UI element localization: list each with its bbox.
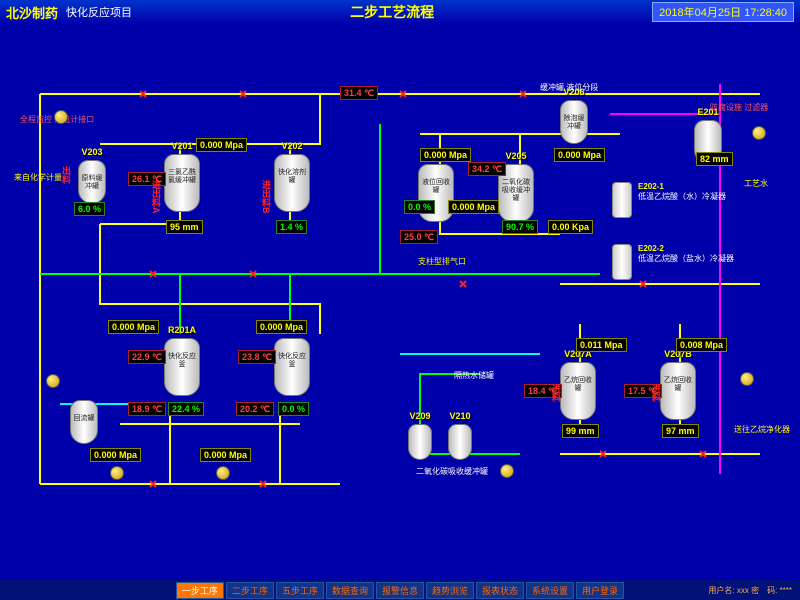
nav-button-6[interactable]: 报表状态 xyxy=(476,582,524,599)
nav-button-5[interactable]: 趋势浏览 xyxy=(426,582,474,599)
pump-6[interactable] xyxy=(500,464,514,478)
readout-r11[interactable]: 90.7 % xyxy=(502,220,538,234)
vlabel-v1: 出料 xyxy=(60,166,73,184)
pump-4[interactable] xyxy=(752,126,766,140)
readout-r4[interactable]: 95 mm xyxy=(166,220,203,234)
company-name: 北沙制药 xyxy=(6,3,58,22)
readout-r12[interactable]: 0.000 Mpa xyxy=(554,148,605,162)
project-name: 快化反应项目 xyxy=(66,4,132,20)
readout-r17[interactable]: 0.000 Mpa xyxy=(256,320,307,334)
readout-r14[interactable]: 25.0 ℃ xyxy=(400,230,438,244)
nav-button-7[interactable]: 系统设置 xyxy=(526,582,574,599)
readout-r27[interactable]: 99 mm xyxy=(562,424,599,438)
vlabel-v2: 进出料A xyxy=(150,180,163,214)
pipe-network xyxy=(0,24,800,580)
vessel-desc: 快化反应釜 xyxy=(275,353,309,369)
vessel-desc: 乙烷回收罐 xyxy=(661,377,695,393)
readout-r10[interactable]: 34.2 ℃ xyxy=(468,162,506,176)
vessel-V206[interactable]: V206除泡缓冲罐 xyxy=(560,100,588,144)
label-l7: 防腐设施 过滤器 xyxy=(710,102,768,113)
label-l9: 工艺水 xyxy=(744,178,768,189)
label-l6: 二氧化碳吸收缓冲罐 xyxy=(416,466,488,477)
readout-r21[interactable]: 20.2 ℃ xyxy=(236,402,274,416)
label-l4: 支柱型排气口 xyxy=(418,256,466,267)
vessel-V207B[interactable]: V207B乙烷回收罐 xyxy=(660,362,696,420)
vessel-V209[interactable]: V209 xyxy=(408,424,432,460)
vlabel-v3: 进出料B xyxy=(260,180,273,214)
vessel-tag: V201 xyxy=(171,141,192,151)
vessel-desc: 三氯乙酰氯缓冲罐 xyxy=(165,169,199,185)
readout-r1[interactable]: 31.4 ℃ xyxy=(340,86,378,100)
vessel-T1[interactable]: 回流罐 xyxy=(70,400,98,444)
user-info: 用户名: xxx 密 码: **** xyxy=(708,586,792,595)
page-title: 二步工艺流程 xyxy=(132,2,652,22)
pump-2[interactable] xyxy=(110,466,124,480)
vessel-V203[interactable]: V203原料缓冲罐 xyxy=(78,160,106,204)
vessel-V210[interactable]: V210 xyxy=(448,424,472,460)
label-l5: 隔热水储罐 xyxy=(454,370,494,381)
nav-footer: 一步工序二步工序五步工序数据查询报警信息趋势浏览报表状态系统设置用户登录 用户名… xyxy=(0,580,800,600)
vessel-R201B[interactable]: R201B快化反应釜 xyxy=(274,338,310,396)
datetime-display: 2018年04月25日 17:28:40 xyxy=(652,2,794,22)
vessel-desc: 液位回收罐 xyxy=(419,179,453,195)
readout-r5[interactable]: 6.0 % xyxy=(74,202,105,216)
readout-r22[interactable]: 0.0 % xyxy=(278,402,309,416)
readout-r30[interactable]: 97 mm xyxy=(662,424,699,438)
vlabel-v5: 进料 xyxy=(650,384,663,402)
pump-1[interactable] xyxy=(46,374,60,388)
vessel-R201A[interactable]: R201A快化反应釜 xyxy=(164,338,200,396)
heatex-E202_2 xyxy=(612,244,632,280)
vessel-desc: 二氧化碳吸收缓冲罐 xyxy=(499,179,533,203)
readout-r7[interactable]: 0.000 Mpa xyxy=(420,148,471,162)
readout-r31[interactable]: 82 mm xyxy=(696,152,733,166)
label-l8: 送往乙烷净化器 xyxy=(734,424,790,435)
nav-button-2[interactable]: 五步工序 xyxy=(276,582,324,599)
nav-button-0[interactable]: 一步工序 xyxy=(176,582,224,599)
vessel-tag: V202 xyxy=(281,141,302,151)
pump-0[interactable] xyxy=(54,110,68,124)
readout-r6[interactable]: 1.4 % xyxy=(276,220,307,234)
readout-r8[interactable]: 0.0 % xyxy=(404,200,435,214)
process-canvas: V201三氯乙酰氯缓冲罐V202快化溶剂罐V203原料缓冲罐V204液位回收罐V… xyxy=(0,24,800,580)
vessel-V202[interactable]: V202快化溶剂罐 xyxy=(274,154,310,212)
heatex-label: E202-2低温乙烷酸（盐水）冷凝器 xyxy=(638,244,728,264)
vessel-desc: 回流罐 xyxy=(71,415,97,423)
readout-r13[interactable]: 0.00 Kpa xyxy=(548,220,593,234)
vessel-desc: 快化反应釜 xyxy=(165,353,199,369)
nav-button-4[interactable]: 报警信息 xyxy=(376,582,424,599)
readout-r28[interactable]: 0.008 Mpa xyxy=(676,338,727,352)
vessel-desc: 除泡缓冲罐 xyxy=(561,115,587,131)
pump-5[interactable] xyxy=(740,372,754,386)
vessel-tag: V209 xyxy=(409,411,430,421)
label-l2: 来自化学计量 xyxy=(14,172,62,183)
vessel-tag: V210 xyxy=(449,411,470,421)
readout-r24[interactable]: 0.000 Mpa xyxy=(200,448,251,462)
label-l3: 缓冲罐 液位分段 xyxy=(540,82,598,93)
readout-r15[interactable]: 0.000 Mpa xyxy=(108,320,159,334)
vessel-tag: V205 xyxy=(505,151,526,161)
readout-r2[interactable]: 0.000 Mpa xyxy=(196,138,247,152)
heatex-E202_1 xyxy=(612,182,632,218)
vessel-V207A[interactable]: V207A乙烷回收罐 xyxy=(560,362,596,420)
vlabel-v4: 进料 xyxy=(550,384,563,402)
readout-r23[interactable]: 0.000 Mpa xyxy=(90,448,141,462)
title-bar: 北沙制药 快化反应项目 二步工艺流程 2018年04月25日 17:28:40 xyxy=(0,0,800,24)
readout-r19[interactable]: 18.9 ℃ xyxy=(128,402,166,416)
vessel-desc: 乙烷回收罐 xyxy=(561,377,595,393)
heatex-label: E202-1低温乙烷酸（水）冷凝器 xyxy=(638,182,728,202)
readout-r20[interactable]: 22.4 % xyxy=(168,402,204,416)
nav-button-8[interactable]: 用户登录 xyxy=(576,582,624,599)
vessel-tag: V203 xyxy=(81,147,102,157)
readout-r9[interactable]: 0.000 Mpa xyxy=(448,200,499,214)
vessel-tag: R201A xyxy=(168,325,196,335)
vessel-desc: 快化溶剂罐 xyxy=(275,169,309,185)
nav-button-3[interactable]: 数据查询 xyxy=(326,582,374,599)
readout-r16[interactable]: 22.9 ℃ xyxy=(128,350,166,364)
vessel-desc: 原料缓冲罐 xyxy=(79,175,105,191)
vessel-V201[interactable]: V201三氯乙酰氯缓冲罐 xyxy=(164,154,200,212)
pump-3[interactable] xyxy=(216,466,230,480)
nav-button-1[interactable]: 二步工序 xyxy=(226,582,274,599)
readout-r18[interactable]: 23.8 ℃ xyxy=(238,350,276,364)
readout-r25[interactable]: 0.011 Mpa xyxy=(576,338,627,352)
